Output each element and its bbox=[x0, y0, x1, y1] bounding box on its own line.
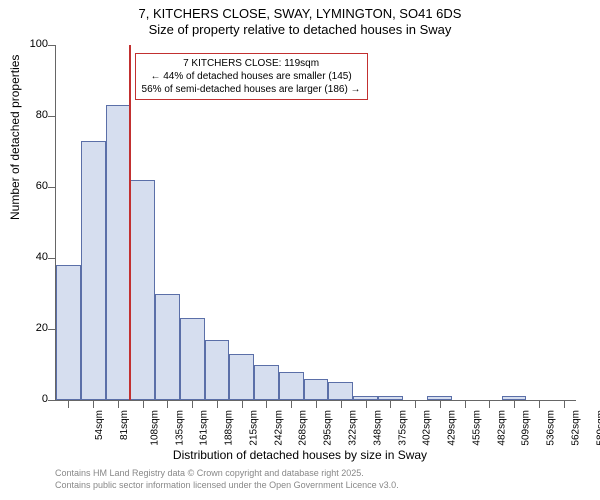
y-axis-title: Number of detached properties bbox=[8, 55, 22, 220]
x-tick bbox=[217, 400, 218, 408]
y-tick-label: 100 bbox=[18, 38, 48, 50]
x-tick-label: 188sqm bbox=[224, 410, 235, 446]
x-tick-label: 54sqm bbox=[94, 410, 105, 440]
x-tick bbox=[465, 400, 466, 408]
reference-line bbox=[129, 45, 131, 400]
x-tick-label: 268sqm bbox=[298, 410, 309, 446]
histogram-bar bbox=[328, 382, 353, 400]
x-tick bbox=[242, 400, 243, 408]
x-tick bbox=[93, 400, 94, 408]
histogram-bar bbox=[205, 340, 230, 400]
y-tick-label: 60 bbox=[18, 180, 48, 192]
histogram-bar bbox=[304, 379, 329, 400]
y-tick bbox=[48, 116, 56, 117]
x-tick bbox=[415, 400, 416, 408]
footer-copyright: Contains HM Land Registry data © Crown c… bbox=[55, 468, 364, 478]
y-tick-label: 20 bbox=[18, 322, 48, 334]
y-tick bbox=[48, 187, 56, 188]
x-tick bbox=[341, 400, 342, 408]
y-tick-label: 0 bbox=[18, 393, 48, 405]
x-tick-label: 455sqm bbox=[471, 410, 482, 446]
y-tick-label: 80 bbox=[18, 109, 48, 121]
annotation-line3: 56% of semi-detached houses are larger (… bbox=[142, 83, 361, 96]
annotation-line1: 7 KITCHERS CLOSE: 119sqm bbox=[142, 57, 361, 70]
x-tick-label: 108sqm bbox=[149, 410, 160, 446]
x-tick-label: 375sqm bbox=[397, 410, 408, 446]
x-tick bbox=[390, 400, 391, 408]
footer-licence: Contains public sector information licen… bbox=[55, 480, 399, 490]
x-tick bbox=[564, 400, 565, 408]
y-tick bbox=[48, 45, 56, 46]
x-tick-label: 295sqm bbox=[323, 410, 334, 446]
x-tick-label: 322sqm bbox=[348, 410, 359, 446]
x-tick bbox=[192, 400, 193, 408]
title-sub: Size of property relative to detached ho… bbox=[0, 22, 600, 37]
x-tick-label: 402sqm bbox=[422, 410, 433, 446]
x-tick-label: 161sqm bbox=[199, 410, 210, 446]
x-tick-label: 135sqm bbox=[174, 410, 185, 446]
x-tick-label: 509sqm bbox=[521, 410, 532, 446]
y-tick-label: 40 bbox=[18, 251, 48, 263]
histogram-bar bbox=[279, 372, 304, 400]
histogram-bar bbox=[106, 105, 131, 400]
x-tick-label: 562sqm bbox=[570, 410, 581, 446]
x-tick-label: 482sqm bbox=[496, 410, 507, 446]
y-tick bbox=[48, 329, 56, 330]
histogram-bar bbox=[180, 318, 205, 400]
annotation-line2: ← 44% of detached houses are smaller (14… bbox=[142, 70, 361, 83]
x-tick bbox=[167, 400, 168, 408]
x-tick bbox=[316, 400, 317, 408]
x-tick-label: 589sqm bbox=[595, 410, 600, 446]
x-tick-label: 242sqm bbox=[273, 410, 284, 446]
x-tick-label: 81sqm bbox=[119, 410, 130, 440]
x-tick bbox=[539, 400, 540, 408]
histogram-bar bbox=[155, 294, 180, 401]
histogram-bar bbox=[229, 354, 254, 400]
plot-area: 7 KITCHERS CLOSE: 119sqm ← 44% of detach… bbox=[55, 45, 576, 401]
annotation-box: 7 KITCHERS CLOSE: 119sqm ← 44% of detach… bbox=[135, 53, 368, 100]
x-tick bbox=[366, 400, 367, 408]
x-tick bbox=[291, 400, 292, 408]
x-tick-label: 215sqm bbox=[249, 410, 260, 446]
histogram-bar bbox=[56, 265, 81, 400]
x-axis-title: Distribution of detached houses by size … bbox=[0, 448, 600, 462]
histogram-bar bbox=[130, 180, 155, 400]
x-tick bbox=[440, 400, 441, 408]
x-tick-label: 536sqm bbox=[546, 410, 557, 446]
x-tick bbox=[118, 400, 119, 408]
x-tick-label: 348sqm bbox=[372, 410, 383, 446]
title-main: 7, KITCHERS CLOSE, SWAY, LYMINGTON, SO41… bbox=[0, 6, 600, 21]
x-tick bbox=[68, 400, 69, 408]
histogram-bar bbox=[254, 365, 279, 401]
x-tick bbox=[489, 400, 490, 408]
histogram-bar bbox=[81, 141, 106, 400]
x-tick bbox=[266, 400, 267, 408]
x-tick-label: 429sqm bbox=[447, 410, 458, 446]
chart-container: 7, KITCHERS CLOSE, SWAY, LYMINGTON, SO41… bbox=[0, 0, 600, 500]
x-tick bbox=[143, 400, 144, 408]
x-tick bbox=[514, 400, 515, 408]
y-tick bbox=[48, 258, 56, 259]
y-tick bbox=[48, 400, 56, 401]
